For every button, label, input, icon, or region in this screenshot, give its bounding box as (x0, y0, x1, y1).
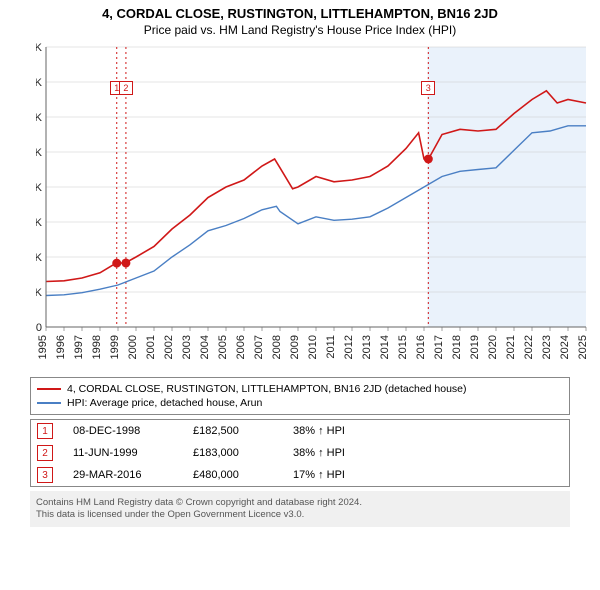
marker-date: 08-DEC-1998 (73, 425, 173, 437)
marker-num: 1 (37, 423, 53, 439)
svg-text:2003: 2003 (181, 335, 193, 359)
svg-text:2008: 2008 (271, 335, 283, 359)
legend-item: HPI: Average price, detached house, Arun (37, 396, 563, 410)
svg-text:2013: 2013 (361, 335, 373, 359)
legend-label: 4, CORDAL CLOSE, RUSTINGTON, LITTLEHAMPT… (67, 383, 467, 395)
svg-text:1998: 1998 (91, 335, 103, 359)
svg-text:1997: 1997 (73, 335, 85, 359)
footer-line1: Contains HM Land Registry data © Crown c… (36, 497, 564, 509)
svg-text:2017: 2017 (433, 335, 445, 359)
svg-text:1996: 1996 (55, 335, 67, 359)
svg-text:2011: 2011 (325, 335, 337, 359)
marker-price: £183,000 (193, 447, 273, 459)
legend-item: 4, CORDAL CLOSE, RUSTINGTON, LITTLEHAMPT… (37, 382, 563, 396)
svg-text:2023: 2023 (541, 335, 553, 359)
svg-text:£200K: £200K (36, 252, 43, 264)
svg-text:£700K: £700K (36, 77, 43, 89)
svg-text:2014: 2014 (379, 335, 391, 359)
svg-text:2012: 2012 (343, 335, 355, 359)
svg-text:2007: 2007 (253, 335, 265, 359)
svg-text:2020: 2020 (487, 335, 499, 359)
svg-text:2025: 2025 (577, 335, 589, 359)
svg-text:2016: 2016 (415, 335, 427, 359)
svg-text:£400K: £400K (36, 182, 43, 194)
legend-label: HPI: Average price, detached house, Arun (67, 397, 262, 409)
marker-delta: 17% ↑ HPI (293, 469, 383, 481)
markers-table: 1 08-DEC-1998 £182,500 38% ↑ HPI 2 11-JUN-199… (30, 419, 570, 487)
marker-num: 2 (37, 445, 53, 461)
marker-row: 2 11-JUN-1999 £183,000 38% ↑ HPI (31, 442, 569, 464)
svg-text:2000: 2000 (127, 335, 139, 359)
legend-swatch (37, 402, 61, 404)
chart-area: £0 £100K £200K £300K £400K £500K £600K £700K £80… (36, 41, 596, 371)
svg-text:2004: 2004 (199, 335, 211, 359)
page-subtitle: Price paid vs. HM Land Registry's House … (0, 21, 600, 41)
svg-text:2022: 2022 (523, 335, 535, 359)
svg-text:2024: 2024 (559, 335, 571, 359)
svg-text:2001: 2001 (145, 335, 157, 359)
svg-text:£500K: £500K (36, 147, 43, 159)
svg-text:£300K: £300K (36, 217, 43, 229)
marker-date: 11-JUN-1999 (73, 447, 173, 459)
legend: 4, CORDAL CLOSE, RUSTINGTON, LITTLEHAMPT… (30, 377, 570, 415)
marker-row: 1 08-DEC-1998 £182,500 38% ↑ HPI (31, 420, 569, 442)
svg-text:2005: 2005 (217, 335, 229, 359)
svg-text:1995: 1995 (37, 335, 49, 359)
marker-row: 3 29-MAR-2016 £480,000 17% ↑ HPI (31, 464, 569, 486)
svg-text:2015: 2015 (397, 335, 409, 359)
marker-price: £480,000 (193, 469, 273, 481)
footer-line2: This data is licensed under the Open Gov… (36, 509, 564, 521)
svg-text:£600K: £600K (36, 112, 43, 124)
svg-text:1999: 1999 (109, 335, 121, 359)
footer-attribution: Contains HM Land Registry data © Crown c… (30, 491, 570, 527)
svg-text:£800K: £800K (36, 42, 43, 54)
legend-swatch (37, 388, 61, 390)
svg-text:2009: 2009 (289, 335, 301, 359)
marker-price: £182,500 (193, 425, 273, 437)
svg-text:2021: 2021 (505, 335, 517, 359)
svg-text:2018: 2018 (451, 335, 463, 359)
chart-marker-2: 2 (119, 81, 133, 95)
svg-text:£100K: £100K (36, 287, 43, 299)
svg-text:2002: 2002 (163, 335, 175, 359)
svg-text:2010: 2010 (307, 335, 319, 359)
marker-delta: 38% ↑ HPI (293, 447, 383, 459)
svg-text:2006: 2006 (235, 335, 247, 359)
svg-text:£0: £0 (36, 322, 42, 334)
page-title: 4, CORDAL CLOSE, RUSTINGTON, LITTLEHAMPT… (0, 0, 600, 21)
marker-delta: 38% ↑ HPI (293, 425, 383, 437)
svg-text:2019: 2019 (469, 335, 481, 359)
marker-date: 29-MAR-2016 (73, 469, 173, 481)
chart-marker-3: 3 (421, 81, 435, 95)
marker-num: 3 (37, 467, 53, 483)
